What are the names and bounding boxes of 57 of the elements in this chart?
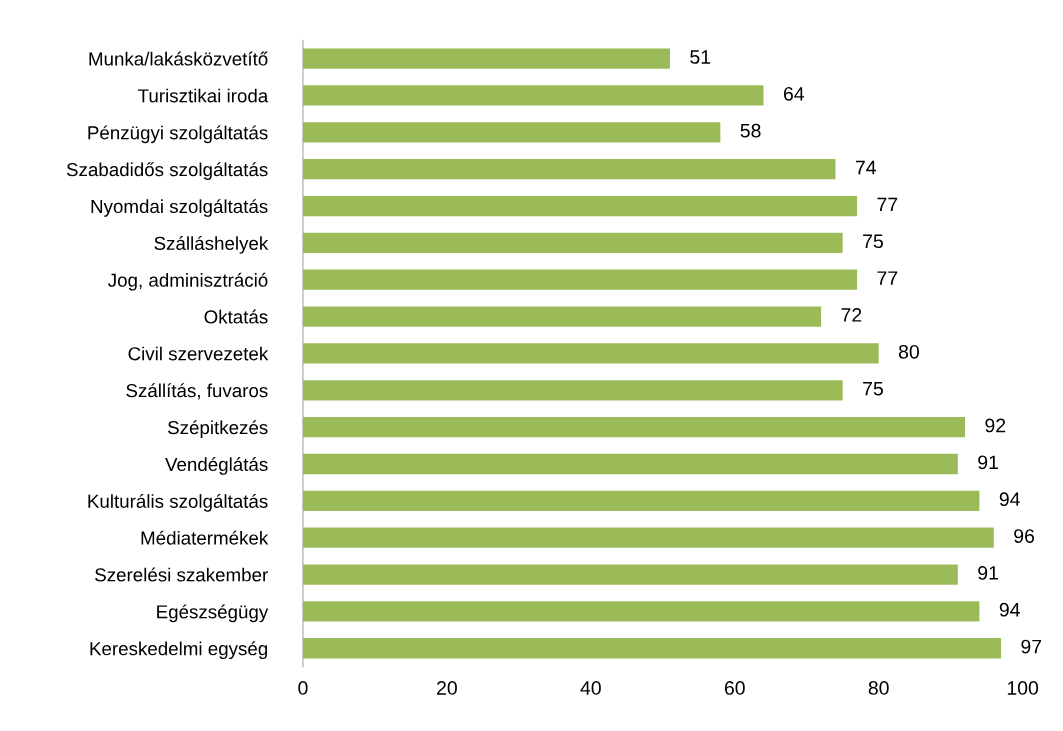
y-tick-label: Vendéglátás [165, 457, 268, 475]
bar [302, 343, 879, 364]
y-tick-label: Szerelési szakember [95, 567, 268, 582]
data-label: 72 [841, 308, 862, 322]
data-label: 97 [1021, 639, 1042, 654]
y-tick-label: Médiatermékek [141, 530, 269, 545]
y-tick-label: Szálláshelyek [154, 235, 269, 254]
x-tick-label: 60 [724, 681, 745, 695]
bar [302, 269, 858, 290]
y-tick-label: Szállítás, fuvaros [126, 383, 268, 400]
data-label: 58 [740, 123, 761, 138]
data-label: 92 [985, 418, 1006, 433]
bar [302, 380, 843, 401]
data-label: 94 [999, 492, 1020, 507]
data-label: 51 [690, 50, 711, 64]
bar [302, 48, 670, 69]
data-label: 75 [863, 381, 883, 396]
bar [302, 453, 958, 475]
x-tick-label: 40 [580, 681, 601, 695]
bar [302, 195, 858, 217]
data-label: 77 [877, 197, 898, 212]
data-label: 96 [1014, 529, 1035, 543]
x-tick-label: 0 [298, 681, 308, 695]
data-label: 94 [999, 602, 1020, 617]
data-label: 80 [898, 344, 919, 359]
data-label: 91 [978, 565, 998, 580]
data-label: 74 [855, 160, 876, 175]
bar [302, 122, 721, 143]
data-label: 91 [978, 455, 998, 470]
y-tick-label: Kulturális szolgáltatás [88, 493, 268, 512]
bar [302, 490, 980, 511]
y-tick-label: Egészségügy [157, 604, 269, 623]
bar [302, 638, 1002, 659]
x-tick-label: 20 [437, 681, 457, 695]
bar [302, 564, 958, 585]
y-tick-label: Civil szervezetek [128, 346, 269, 361]
y-tick-label: Turisztikai iroda [138, 88, 269, 103]
data-label: 75 [863, 234, 883, 249]
bar [302, 85, 764, 106]
data-label: 64 [783, 86, 805, 101]
bar [302, 417, 966, 438]
y-tick-label: Nyomdai szolgáltatás [91, 199, 268, 217]
x-tick-label: 100 [1007, 681, 1039, 695]
y-tick-label: Jog, adminisztráció [108, 272, 268, 291]
bar [302, 232, 843, 254]
y-tick-label: Oktatás [204, 309, 268, 324]
y-tick-label: Szabadidős szolgáltatás [66, 162, 268, 180]
y-tick-label: Kereskedelmi egység [90, 641, 268, 660]
y-tick-label: Munka/lakásközvetítő [89, 51, 268, 66]
data-label: 77 [877, 271, 898, 285]
bar [302, 159, 836, 180]
bar [302, 306, 822, 327]
y-tick-label: Pénzügyi szolgáltatás [88, 125, 268, 144]
y-tick-label: Szépitkezés [168, 420, 268, 438]
bar [302, 601, 980, 622]
x-tick-label: 80 [868, 681, 889, 695]
bar [302, 527, 994, 548]
